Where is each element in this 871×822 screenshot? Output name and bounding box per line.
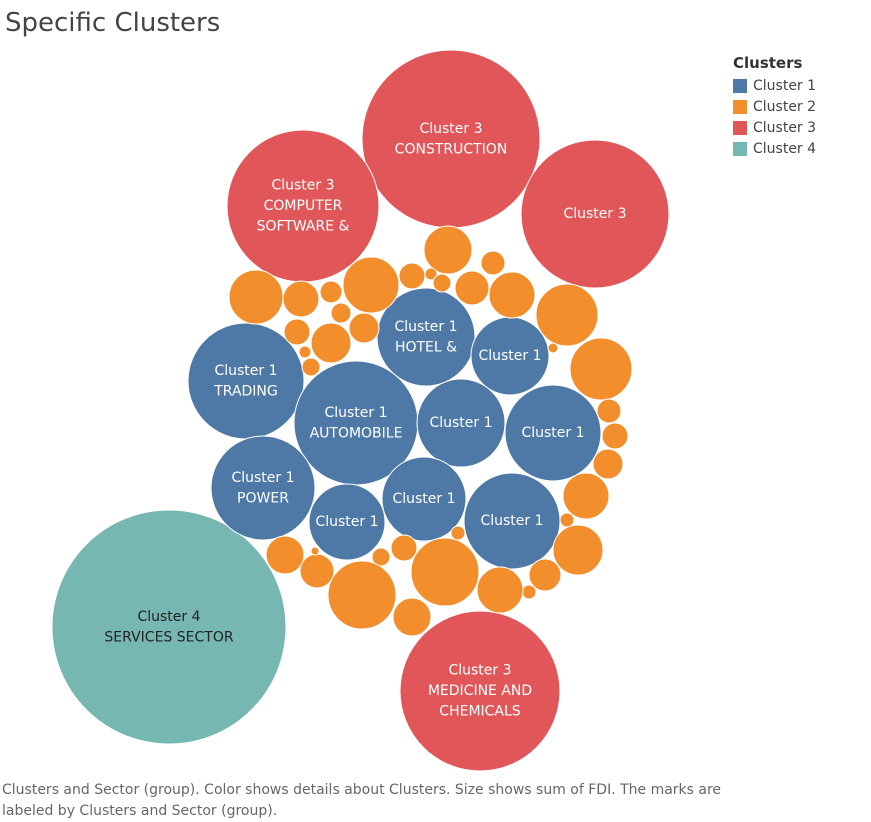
bubble-label: Cluster 1 xyxy=(478,348,541,364)
bubble-label: Cluster 3 xyxy=(271,178,334,194)
legend-label: Cluster 3 xyxy=(753,119,817,136)
bubble-cluster-3[interactable] xyxy=(520,139,670,289)
bubble-cluster-2[interactable] xyxy=(410,537,480,607)
bubble-label: Cluster 1 xyxy=(480,513,543,529)
bubble-label: Cluster 1 xyxy=(429,415,492,431)
bubble-label: Cluster 3 xyxy=(448,663,511,679)
bubble-chart: Cluster 3 CONSTRUCTION Cluster 3 COMPUTER SO… xyxy=(51,49,670,772)
chart-title: Specific Clusters xyxy=(5,8,221,38)
bubble-cluster-2[interactable] xyxy=(562,472,610,520)
bubble-cluster-1[interactable] xyxy=(308,483,386,561)
bubble-cluster-1[interactable] xyxy=(376,287,476,387)
bubble-cluster-1[interactable] xyxy=(504,384,602,482)
bubble-label: Cluster 1 xyxy=(214,363,277,379)
bubble-cluster-2[interactable] xyxy=(282,280,320,318)
bubble-cluster-2[interactable] xyxy=(535,283,599,347)
bubble-cluster-2[interactable] xyxy=(488,271,536,319)
bubble-cluster-2[interactable] xyxy=(423,225,473,275)
legend-item-cluster-1[interactable]: Cluster 1 xyxy=(733,75,816,96)
legend-swatch xyxy=(733,141,747,156)
bubble-label: MEDICINE AND xyxy=(428,683,532,699)
bubble-cluster-2[interactable] xyxy=(283,318,311,346)
bubble-cluster-2[interactable] xyxy=(569,337,633,401)
legend-title: Clusters xyxy=(733,54,803,72)
legend-item-cluster-2[interactable]: Cluster 2 xyxy=(733,96,816,117)
bubble-label: Cluster 1 xyxy=(521,425,584,441)
bubble-cluster-2[interactable] xyxy=(299,553,335,589)
legend-label: Cluster 2 xyxy=(753,98,817,115)
bubble-cluster-2[interactable] xyxy=(310,322,352,364)
bubble-cluster-2[interactable] xyxy=(521,584,537,600)
bubble-cluster-2[interactable] xyxy=(432,273,452,293)
legend-swatch xyxy=(733,78,747,93)
bubble-cluster-2[interactable] xyxy=(392,597,432,637)
bubble-label: Cluster 1 xyxy=(315,514,378,530)
bubble-label: CHEMICALS xyxy=(439,704,521,720)
bubble-label: Cluster 1 xyxy=(394,319,457,335)
bubble-cluster-3[interactable] xyxy=(361,49,541,229)
bubble-cluster-2[interactable] xyxy=(596,398,622,424)
bubble-label: Cluster 1 xyxy=(324,405,387,421)
bubble-cluster-1[interactable] xyxy=(210,435,316,541)
legend-item-cluster-4[interactable]: Cluster 4 xyxy=(733,138,816,159)
bubble-label: Cluster 3 xyxy=(563,206,626,222)
bubble-cluster-2[interactable] xyxy=(298,345,312,359)
legend-label: Cluster 1 xyxy=(753,77,817,94)
bubble-cluster-2[interactable] xyxy=(454,270,490,306)
bubble-cluster-2[interactable] xyxy=(348,312,380,344)
bubble-cluster-2[interactable] xyxy=(228,269,284,325)
bubble-cluster-2[interactable] xyxy=(592,448,624,480)
bubble-label: HOTEL & xyxy=(395,339,457,355)
bubble-label: COMPUTER xyxy=(264,198,343,214)
bubble-cluster-2[interactable] xyxy=(342,256,400,314)
bubble-cluster-2[interactable] xyxy=(601,422,629,450)
chart-caption: Clusters and Sector (group). Color shows… xyxy=(2,782,722,819)
bubble-cluster-2[interactable] xyxy=(480,250,506,276)
bubble-cluster-2[interactable] xyxy=(476,566,524,614)
bubble-cluster-2[interactable] xyxy=(371,547,391,567)
bubble-label: AUTOMOBILE xyxy=(310,425,403,441)
bubble-cluster-2[interactable] xyxy=(327,560,397,630)
bubble-label: Cluster 1 xyxy=(231,470,294,486)
bubble-label: CONSTRUCTION xyxy=(395,141,508,157)
bubble-cluster-2[interactable] xyxy=(528,558,562,592)
bubble-cluster-2[interactable] xyxy=(330,302,352,324)
bubble-cluster-1[interactable] xyxy=(381,456,467,542)
bubble-cluster-2[interactable] xyxy=(310,546,320,556)
legend-swatch xyxy=(733,99,747,114)
bubble-label: Cluster 3 xyxy=(419,121,482,137)
bubble-cluster-4[interactable] xyxy=(51,509,287,745)
legend-swatch xyxy=(733,120,747,135)
bubble-label: SERVICES SECTOR xyxy=(104,629,233,645)
bubble-label: Cluster 1 xyxy=(392,491,455,507)
bubble-cluster-2[interactable] xyxy=(265,535,305,575)
bubble-cluster-2[interactable] xyxy=(552,524,604,576)
legend-item-cluster-3[interactable]: Cluster 3 xyxy=(733,117,816,138)
legend: Clusters Cluster 1 Cluster 2 Cluster 3 C… xyxy=(733,54,816,159)
bubble-label: TRADING xyxy=(213,383,278,399)
legend-label: Cluster 4 xyxy=(753,140,817,157)
bubble-cluster-2[interactable] xyxy=(390,534,418,562)
bubble-label: POWER xyxy=(237,490,289,506)
bubble-label: SOFTWARE & xyxy=(257,219,350,235)
bubble-cluster-1[interactable] xyxy=(416,378,506,468)
bubble-label: Cluster 4 xyxy=(137,609,200,625)
bubble-cluster-2[interactable] xyxy=(547,342,559,354)
bubble-cluster-2[interactable] xyxy=(319,280,343,304)
bubble-cluster-2[interactable] xyxy=(301,357,321,377)
bubble-cluster-2[interactable] xyxy=(450,525,466,541)
bubble-cluster-3[interactable] xyxy=(399,610,561,772)
bubble-cluster-2[interactable] xyxy=(559,512,575,528)
bubble-cluster-2[interactable] xyxy=(398,262,426,290)
